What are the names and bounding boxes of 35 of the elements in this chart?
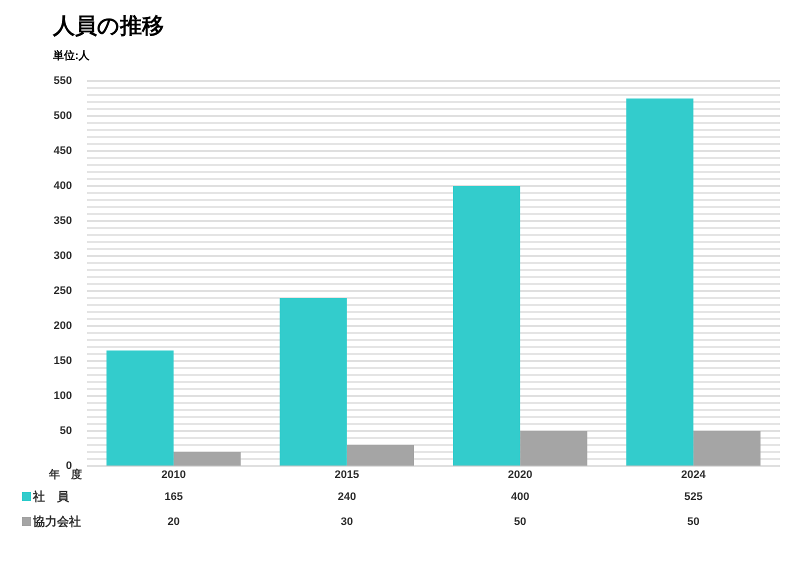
data-label: 20 bbox=[168, 516, 180, 528]
y-tick-label: 550 bbox=[54, 75, 72, 88]
bar bbox=[174, 452, 241, 466]
chart-title: 人員の推移 bbox=[52, 13, 164, 38]
y-tick-label: 400 bbox=[54, 180, 72, 192]
data-label: 400 bbox=[510, 491, 530, 504]
data-label: 50 bbox=[514, 516, 526, 528]
x-tick-label: 2020 bbox=[508, 469, 532, 482]
x-tick-label: 2010 bbox=[161, 469, 186, 482]
data-label: 165 bbox=[164, 491, 183, 504]
y-tick-label: 500 bbox=[54, 110, 72, 122]
y-tick-label: 250 bbox=[54, 285, 72, 298]
y-tick-label: 50 bbox=[60, 425, 72, 438]
data-label: 30 bbox=[340, 516, 353, 528]
data-label: 240 bbox=[338, 491, 356, 504]
x-tick-label: 2015 bbox=[334, 469, 360, 482]
y-tick-label: 450 bbox=[54, 145, 72, 158]
bar bbox=[626, 98, 694, 466]
bar bbox=[106, 350, 174, 466]
y-tick-label: 150 bbox=[54, 355, 72, 368]
y-tick-label: 200 bbox=[54, 320, 72, 332]
chart-subtitle: 単位:人 bbox=[52, 49, 91, 62]
y-tick-label: 350 bbox=[54, 215, 72, 228]
data-label: 50 bbox=[687, 516, 700, 528]
legend-label: 社 員 bbox=[32, 489, 70, 504]
bar bbox=[346, 445, 414, 466]
x-tick-label: 2024 bbox=[681, 469, 706, 482]
y-tick-label: 300 bbox=[54, 250, 72, 262]
y-tick-label: 100 bbox=[54, 390, 72, 402]
bar bbox=[280, 298, 347, 466]
bar bbox=[520, 431, 588, 466]
legend-label: 協力会社 bbox=[32, 514, 81, 528]
bar bbox=[693, 431, 761, 466]
bar bbox=[452, 186, 520, 466]
data-label: 525 bbox=[684, 491, 703, 504]
